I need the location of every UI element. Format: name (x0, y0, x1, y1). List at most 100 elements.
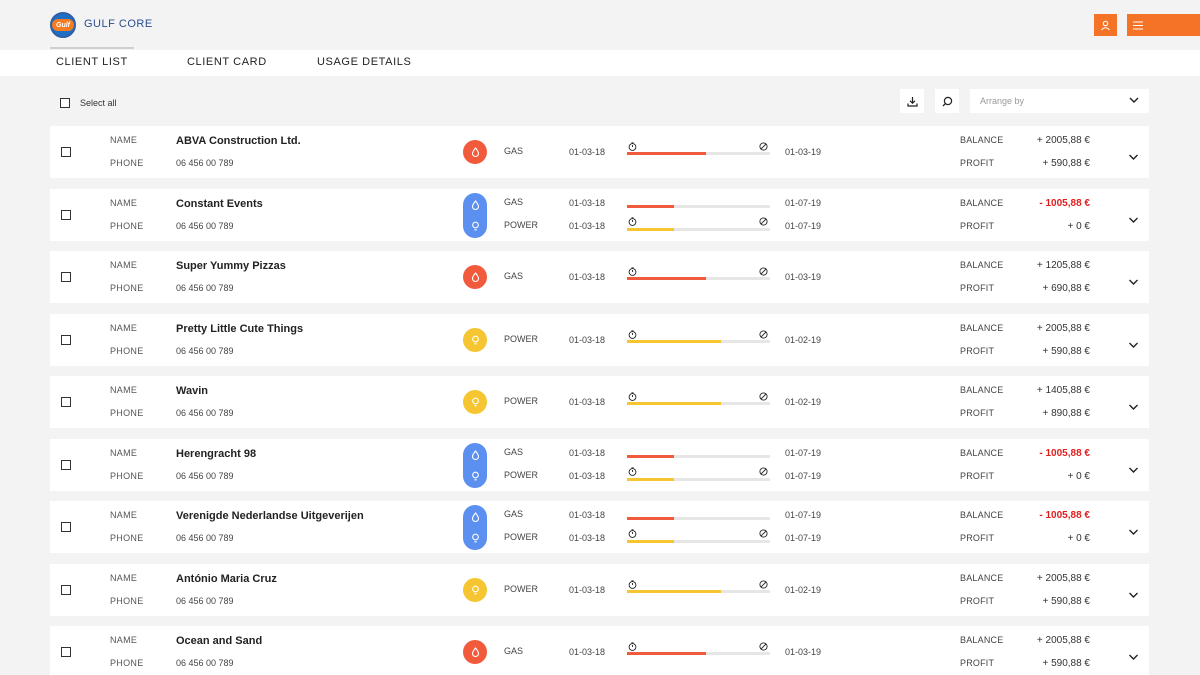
phone-label: PHONE (110, 471, 144, 481)
select-all-label[interactable]: Select all (80, 98, 117, 108)
flame-icon (471, 272, 479, 282)
contract-start-date: 01-03-18 (569, 147, 606, 157)
contract-progress-bar (627, 652, 770, 655)
tab-client-list[interactable]: CLIENT LIST (50, 47, 134, 68)
select-all-checkbox[interactable] (60, 98, 70, 108)
contract-end-icon (759, 326, 768, 339)
row-checkbox[interactable] (61, 397, 71, 407)
profit-value: + 590,88 € (1042, 158, 1090, 169)
download-button[interactable] (900, 89, 924, 113)
row-checkbox[interactable] (61, 272, 71, 282)
gulf-logo[interactable]: Gulf (50, 12, 76, 38)
user-button[interactable] (1094, 14, 1117, 36)
client-name[interactable]: António Maria Cruz (176, 573, 277, 585)
row-checkbox[interactable] (61, 460, 71, 470)
chevron-down-icon (1129, 97, 1139, 103)
client-phone: 06 456 00 789 (176, 658, 234, 668)
expand-row-icon[interactable] (1128, 523, 1139, 541)
client-name[interactable]: Ocean and Sand (176, 635, 263, 647)
client-row[interactable]: NAME PHONE Super Yummy Pizzas 06 456 00 789… (50, 251, 1149, 303)
hamburger-icon (1133, 21, 1143, 29)
profit-value: + 590,88 € (1042, 346, 1090, 357)
balance-value: - 1005,88 € (1039, 198, 1090, 209)
progress-fill (627, 455, 675, 458)
contract-end-date: 01-03-19 (785, 647, 822, 657)
contract-end-date: 01-02-19 (785, 335, 822, 345)
client-row[interactable]: NAME PHONE Constant Events 06 456 00 789 GAS… (50, 189, 1149, 241)
client-row[interactable]: NAME PHONE Herengracht 98 06 456 00 789 GAS 0… (50, 439, 1149, 491)
client-row[interactable]: NAME PHONE Pretty Little Cute Things 06 456… (50, 314, 1149, 366)
utility-type: POWER (504, 334, 539, 344)
contract-start-date: 01-03-18 (569, 647, 606, 657)
profit-value: + 890,88 € (1042, 408, 1090, 419)
app-header: Gulf GULF CORE (0, 0, 1200, 50)
stopwatch-icon (628, 138, 637, 151)
client-row[interactable]: NAME PHONE António Maria Cruz 06 456 00 789… (50, 564, 1149, 616)
profit-value: + 590,88 € (1042, 658, 1090, 669)
power-badge (463, 328, 487, 352)
balance-label: BALANCE (960, 573, 1004, 583)
client-name[interactable]: Pretty Little Cute Things (176, 323, 304, 335)
client-row[interactable]: NAME PHONE Verenigde Nederlandse Uitgeveri… (50, 501, 1149, 553)
progress-fill (627, 228, 675, 231)
client-name[interactable]: Constant Events (176, 198, 263, 210)
row-checkbox[interactable] (61, 522, 71, 532)
expand-row-icon[interactable] (1128, 398, 1139, 416)
tab-usage-details[interactable]: USAGE DETAILS (317, 56, 412, 68)
expand-row-icon[interactable] (1128, 336, 1139, 354)
power-badge (463, 390, 487, 414)
expand-row-icon[interactable] (1128, 648, 1139, 666)
balance-value: + 1405,88 € (1036, 385, 1090, 396)
expand-row-icon[interactable] (1128, 586, 1139, 604)
menu-button[interactable] (1127, 14, 1200, 36)
client-phone: 06 456 00 789 (176, 158, 234, 168)
lightbulb-icon (471, 335, 479, 345)
balance-label: BALANCE (960, 510, 1004, 520)
client-phone: 06 456 00 789 (176, 346, 234, 356)
expand-row-icon[interactable] (1128, 273, 1139, 291)
progress-fill (627, 478, 675, 481)
expand-row-icon[interactable] (1128, 211, 1139, 229)
expand-row-icon[interactable] (1128, 148, 1139, 166)
row-checkbox[interactable] (61, 210, 71, 220)
profit-label: PROFIT (960, 158, 995, 168)
client-row[interactable]: NAME PHONE Wavin 06 456 00 789 POWER 01-03-18… (50, 376, 1149, 428)
contract-start-date: 01-03-18 (569, 272, 606, 282)
row-checkbox[interactable] (61, 147, 71, 157)
utility-type: GAS (504, 271, 524, 281)
client-row[interactable]: NAME PHONE ABVA Construction Ltd. 06 456 00… (50, 126, 1149, 178)
balance-label: BALANCE (960, 198, 1004, 208)
row-checkbox[interactable] (61, 647, 71, 657)
profit-label: PROFIT (960, 471, 995, 481)
dual-utility-badge (463, 505, 487, 550)
contract-start-date: 01-03-18 (569, 448, 606, 458)
profit-label: PROFIT (960, 596, 995, 606)
client-name[interactable]: Herengracht 98 (176, 448, 257, 460)
contract-start-date: 01-03-18 (569, 335, 606, 345)
client-row[interactable]: NAME PHONE Ocean and Sand 06 456 00 789 GAS 0… (50, 626, 1149, 675)
expand-row-icon[interactable] (1128, 461, 1139, 479)
client-name[interactable]: ABVA Construction Ltd. (176, 135, 301, 147)
arrange-by-select[interactable]: Arrange by (970, 89, 1149, 113)
row-checkbox[interactable] (61, 585, 71, 595)
phone-label: PHONE (110, 346, 144, 356)
stopwatch-icon (628, 326, 637, 339)
stopwatch-icon (628, 213, 637, 226)
gas-badge (463, 640, 487, 664)
contract-end-icon (759, 525, 768, 538)
client-name[interactable]: Verenigde Nederlandse Uitgeverijen (176, 510, 364, 522)
utility-type: POWER (504, 470, 539, 480)
gas-badge (463, 140, 487, 164)
profit-label: PROFIT (960, 533, 995, 543)
contract-progress-bar (627, 228, 770, 231)
client-name[interactable]: Wavin (176, 385, 208, 397)
row-checkbox[interactable] (61, 335, 71, 345)
balance-label: BALANCE (960, 135, 1004, 145)
contract-progress-bar (627, 340, 770, 343)
name-label: NAME (110, 198, 138, 208)
tab-client-card[interactable]: CLIENT CARD (187, 56, 267, 68)
client-name[interactable]: Super Yummy Pizzas (176, 260, 286, 272)
stopwatch-icon (628, 463, 637, 476)
user-icon (1101, 20, 1110, 30)
search-button[interactable] (935, 89, 959, 113)
